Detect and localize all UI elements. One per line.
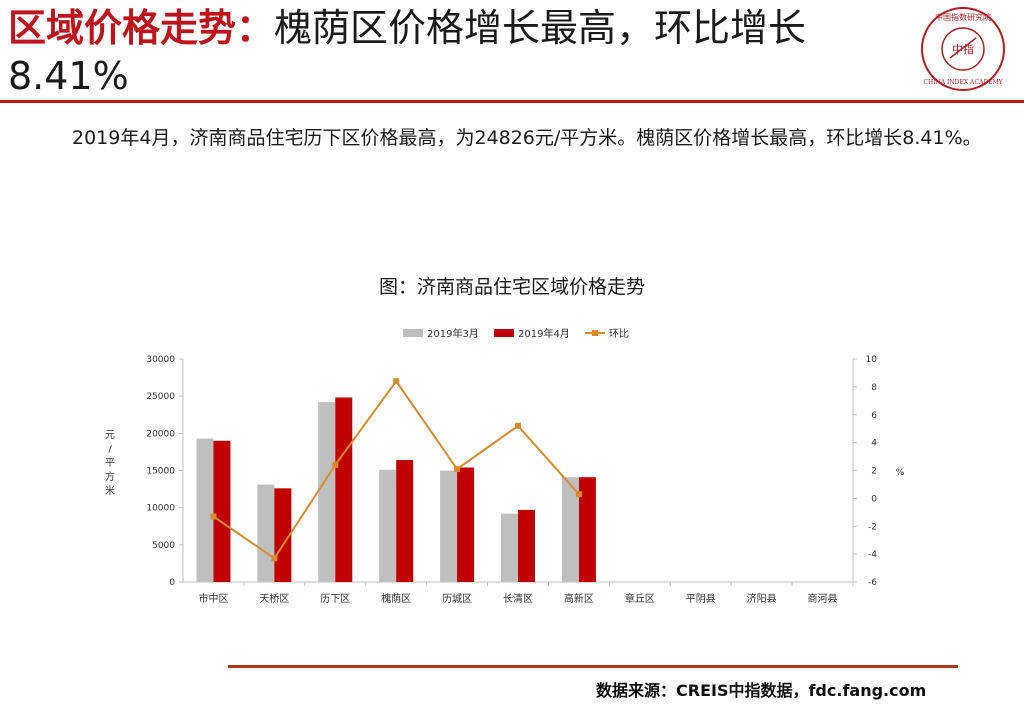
x-tick-label: 历城区 xyxy=(442,593,472,605)
bar xyxy=(274,488,292,582)
svg-text:中指: 中指 xyxy=(952,42,974,56)
left-axis-label-char: 米 xyxy=(105,484,115,497)
bar xyxy=(379,469,397,582)
bar xyxy=(396,460,414,582)
right-tick-label: -2 xyxy=(868,522,877,532)
x-tick-label: 天桥区 xyxy=(259,593,289,605)
mom-point xyxy=(332,461,339,468)
bar xyxy=(440,470,458,582)
right-tick-label: 4 xyxy=(871,439,877,449)
bar xyxy=(561,477,579,582)
right-axis-label: % xyxy=(896,468,905,478)
mom-point xyxy=(271,555,278,562)
x-tick-label: 市中区 xyxy=(198,592,228,605)
svg-text:CHINA INDEX ACADEMY: CHINA INDEX ACADEMY xyxy=(923,79,1003,86)
bar xyxy=(257,484,275,582)
left-axis-label-char: 平 xyxy=(105,458,115,469)
china-index-academy-logo: 中国指数研究院 CHINA INDEX ACADEMY 中指 xyxy=(921,7,1005,91)
right-tick-label: 6 xyxy=(871,411,877,421)
legend-swatch xyxy=(494,329,514,337)
right-tick-label: -4 xyxy=(868,550,877,560)
bar xyxy=(213,440,231,582)
title-divider xyxy=(0,100,1024,103)
mom-point xyxy=(515,422,521,429)
left-tick-label: 25000 xyxy=(146,392,175,402)
bar xyxy=(518,509,535,582)
x-tick-label: 历下区 xyxy=(320,593,350,605)
right-tick-label: 10 xyxy=(866,355,878,365)
left-tick-label: 10000 xyxy=(146,504,175,514)
mom-point xyxy=(210,513,217,520)
left-tick-label: 15000 xyxy=(146,467,175,477)
right-tick-label: 0 xyxy=(871,494,877,504)
price-trend-chart: 0 5000 10000 15000 20000 25000 30000 -6 -4 -2 0 2 4 6… xyxy=(105,327,905,605)
bar xyxy=(501,513,518,582)
title-rest: 槐荫区价格增长最高，环比增长8.41% xyxy=(8,6,807,98)
legend-swatch-marker xyxy=(592,330,598,336)
mom-point xyxy=(454,466,461,473)
summary-paragraph: 2019年4月，济南商品住宅历下区价格最高，为24826元/平方米。槐荫区价格增… xyxy=(72,127,982,149)
left-axis-label-char: / xyxy=(108,444,112,455)
left-tick-label: 0 xyxy=(169,578,175,588)
data-source: 数据来源：CREIS中指数据，fdc.fang.com xyxy=(596,681,927,700)
x-tick-label: 长清区 xyxy=(503,592,533,605)
bar xyxy=(196,438,214,582)
left-tick-label: 30000 xyxy=(146,355,175,365)
title-prefix: 区域价格走势： xyxy=(8,6,275,50)
bar xyxy=(318,402,336,582)
x-tick-label: 平阴县 xyxy=(686,593,716,605)
x-tick-label: 槐荫区 xyxy=(381,592,411,605)
footer-divider xyxy=(228,665,958,668)
mom-point xyxy=(575,491,582,498)
page-title: 区域价格走势：槐荫区价格增长最高，环比增长8.41% xyxy=(8,4,908,100)
mom-point xyxy=(393,378,400,385)
left-axis-label-char: 元 xyxy=(105,430,115,441)
legend-label: 2019年4月 xyxy=(518,327,570,340)
legend-label: 2019年3月 xyxy=(427,327,479,340)
right-tick-label: -6 xyxy=(868,578,877,588)
chart-title: 图：济南商品住宅区域价格走势 xyxy=(378,276,645,298)
bar xyxy=(578,477,596,582)
left-tick-label: 20000 xyxy=(146,429,175,439)
right-tick-label: 8 xyxy=(871,383,877,393)
x-tick-label: 济阳县 xyxy=(747,592,777,605)
legend-swatch xyxy=(403,329,423,337)
x-tick-label: 高新区 xyxy=(564,592,594,605)
x-tick-label: 章丘区 xyxy=(625,592,655,605)
left-axis-label-char: 方 xyxy=(105,470,115,483)
bar xyxy=(335,397,353,582)
bar xyxy=(457,467,475,582)
x-tick-label: 商河县 xyxy=(808,592,838,605)
left-tick-label: 5000 xyxy=(152,541,175,551)
svg-text:中国指数研究院: 中国指数研究院 xyxy=(935,12,991,22)
right-tick-label: 2 xyxy=(871,467,877,477)
legend-label: 环比 xyxy=(609,328,629,340)
